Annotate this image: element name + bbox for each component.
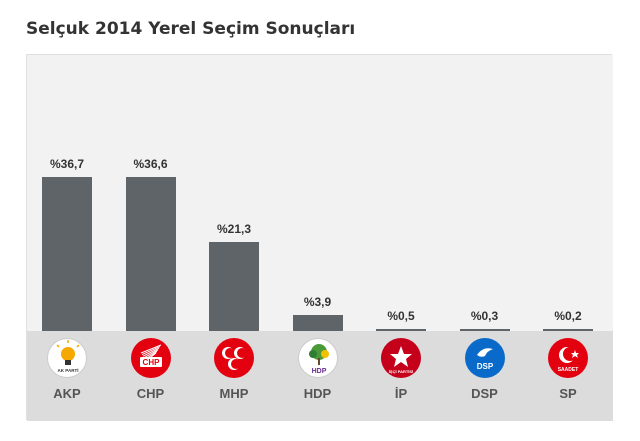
dsp-dove-icon: DSP [464,338,505,378]
category-label: AKP [53,386,81,401]
svg-text:HDP: HDP [311,368,326,375]
data-label: %21,3 [216,221,252,236]
chp-six-arrows-icon: CHP [130,338,171,378]
bar-mhp [209,241,259,331]
svg-text:DSP: DSP [476,362,493,371]
data-label: %36,7 [49,156,85,171]
category-label: CHP [136,386,165,401]
data-label: %3,9 [303,294,332,309]
data-label: %36,6 [133,157,168,172]
chart-title: Selçuk 2014 Yerel Seçim Sonuçları [26,19,356,39]
data-label: %0,2 [554,309,582,323]
ip-star-icon: İŞÇİ PARTİSİ [381,338,421,378]
akp-lightbulb-icon: AK PARTİ [47,338,87,378]
bar-chp [125,177,176,331]
bar-i̇p [376,328,426,331]
bar-akp [42,176,92,331]
bar-hdp [292,314,343,331]
plot-area: %36,7 %36,6 %21,3 %3,9 %0,5 %0,3 %0,2 [27,55,613,331]
bar-dsp [459,329,510,331]
bar-sp [543,329,593,331]
category-label: HDP [303,386,332,401]
sp-crescent-star-icon: SAADET [548,338,588,378]
category-axis-band: AK PARTİ AKP CHP CHP MHP HDP HDP İŞÇİ PARTİSİ İP… [27,331,613,421]
chart-panel: %36,7 %36,6 %21,3 %3,9 %0,5 %0,3 %0,2 AK PARTİ… [26,54,613,421]
category-label: DSP [471,386,498,401]
mhp-three-crescents-icon [214,338,254,378]
category-label: SP [559,386,577,401]
hdp-tree-icon: HDP [297,338,338,378]
svg-text:CHP: CHP [142,358,160,367]
category-label: MHP [219,386,249,401]
svg-text:İŞÇİ PARTİSİ: İŞÇİ PARTİSİ [389,369,413,374]
category-label: İP [394,386,408,401]
data-label: %0,5 [387,308,415,323]
svg-text:SAADET: SAADET [558,367,579,373]
data-label: %0,3 [470,309,499,323]
svg-text:AK PARTİ: AK PARTİ [58,367,79,373]
